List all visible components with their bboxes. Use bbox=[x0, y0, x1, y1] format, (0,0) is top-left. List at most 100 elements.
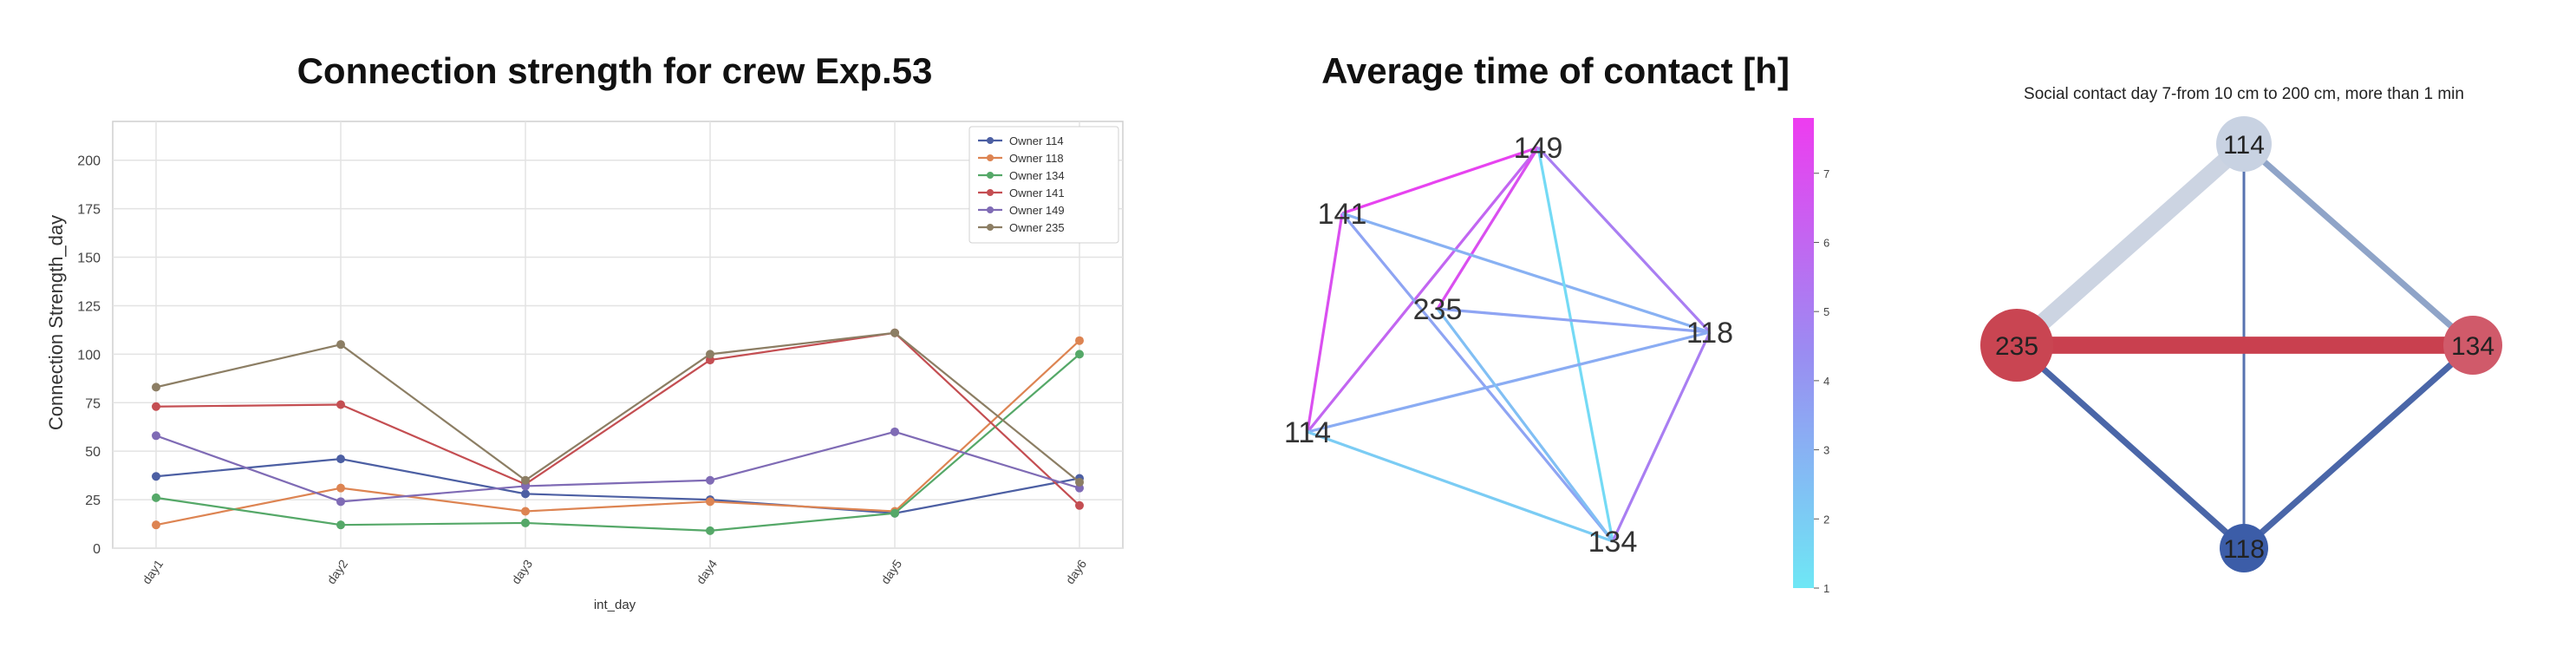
social-node bbox=[2443, 316, 2502, 375]
series-line bbox=[155, 430, 1080, 503]
data-point bbox=[521, 507, 530, 516]
data-point bbox=[1075, 336, 1084, 345]
social-network-panel: Social contact day 7-from 10 cm to 200 c… bbox=[1925, 0, 2576, 663]
x-tick-label: day6 bbox=[1063, 557, 1090, 586]
y-tick-label: 50 bbox=[85, 445, 101, 460]
social-node-label: 235 bbox=[1995, 332, 2038, 361]
network-title: Average time of contact [h] bbox=[1321, 50, 1790, 91]
legend-marker bbox=[987, 224, 994, 231]
data-point bbox=[336, 340, 345, 350]
x-tick-label: day5 bbox=[878, 557, 905, 586]
network-edge bbox=[1536, 146, 1712, 334]
legend-marker bbox=[987, 189, 994, 196]
y-tick-label: 200 bbox=[77, 154, 101, 169]
network-edge bbox=[1341, 212, 1711, 334]
network-edge bbox=[1341, 146, 1539, 215]
network-edge bbox=[1306, 146, 1540, 434]
legend-marker bbox=[987, 137, 994, 144]
colorbar-tick-label: 4 bbox=[1823, 375, 1829, 388]
data-point bbox=[521, 518, 530, 527]
series-line bbox=[155, 331, 1080, 483]
network-edge bbox=[1307, 430, 1614, 543]
network-edge bbox=[1340, 212, 1614, 543]
y-tick-label: 25 bbox=[85, 494, 101, 508]
legend-marker bbox=[987, 206, 994, 213]
line-chart-title: Connection strength for crew Exp.53 bbox=[297, 50, 933, 91]
data-point bbox=[152, 383, 160, 392]
colorbar-tick-label: 6 bbox=[1823, 236, 1829, 249]
data-point bbox=[1075, 350, 1084, 359]
series-line bbox=[155, 331, 1080, 507]
series-line bbox=[155, 353, 1080, 532]
social-edge bbox=[2008, 135, 2253, 354]
legend-marker bbox=[987, 172, 994, 179]
legend-box bbox=[968, 126, 1119, 244]
social-edge bbox=[2240, 342, 2476, 552]
colorbar-tick-label: 5 bbox=[1823, 305, 1829, 318]
network-node-label: 134 bbox=[1588, 526, 1638, 559]
colorbar-tick-label: 3 bbox=[1823, 444, 1829, 457]
social-node bbox=[1980, 309, 2053, 382]
social-network-title: Social contact day 7-from 10 cm to 200 c… bbox=[2024, 85, 2464, 103]
data-point bbox=[706, 526, 714, 535]
y-tick-label: 0 bbox=[93, 542, 101, 557]
network-edge bbox=[1611, 331, 1712, 542]
y-tick-label: 100 bbox=[77, 348, 101, 363]
data-point bbox=[521, 489, 530, 499]
data-point bbox=[706, 475, 714, 485]
data-point bbox=[706, 350, 714, 359]
legend-marker bbox=[987, 154, 994, 161]
colorbar-tick-label: 1 bbox=[1823, 582, 1829, 595]
legend-label: Owner 149 bbox=[1009, 204, 1065, 217]
line-chart-svg: Connection strength for crew Exp.53 Conn… bbox=[45, 50, 1124, 612]
legend-label: Owner 235 bbox=[1009, 221, 1065, 234]
network-edge bbox=[1436, 147, 1540, 310]
x-tick-label: day4 bbox=[694, 557, 721, 586]
x-tick-label: day1 bbox=[140, 557, 166, 586]
data-point bbox=[336, 483, 345, 493]
legend-label: Owner 118 bbox=[1009, 152, 1064, 165]
y-tick-label: 125 bbox=[77, 299, 101, 314]
network-edge bbox=[1436, 308, 1614, 542]
y-tick-label: 150 bbox=[77, 252, 101, 266]
social-edge bbox=[2013, 342, 2247, 552]
network-edge bbox=[1306, 213, 1344, 433]
data-point bbox=[1075, 500, 1084, 510]
y-axis-label: Connection Strength_day bbox=[45, 215, 67, 430]
data-point bbox=[336, 454, 345, 464]
data-point bbox=[890, 508, 899, 518]
data-point bbox=[152, 493, 160, 502]
social-node bbox=[2220, 524, 2268, 572]
network-node-label: 114 bbox=[1284, 416, 1331, 449]
network-node-label: 149 bbox=[1514, 132, 1563, 165]
series-line bbox=[155, 339, 1080, 526]
series-line bbox=[155, 458, 1080, 514]
social-node-label: 134 bbox=[2451, 332, 2494, 361]
network-edge bbox=[1437, 307, 1711, 334]
data-point bbox=[706, 497, 714, 507]
y-tick-label: 75 bbox=[85, 396, 101, 411]
social-edge bbox=[2240, 141, 2476, 349]
network-edge bbox=[1536, 147, 1614, 542]
network-node-label: 235 bbox=[1413, 293, 1463, 326]
legend-label: Owner 134 bbox=[1009, 169, 1065, 182]
data-point bbox=[152, 472, 160, 481]
social-node-label: 114 bbox=[2223, 131, 2265, 160]
network-edge bbox=[1307, 330, 1711, 434]
x-tick-label: day3 bbox=[509, 557, 536, 586]
colorbar bbox=[1793, 118, 1814, 588]
contact-network-panel: Average time of contact [h] 149 141 235 118… bbox=[1145, 0, 1925, 663]
x-tick-label: day2 bbox=[324, 557, 351, 586]
contact-network-svg: Average time of contact [h] 149141235118… bbox=[1284, 50, 1829, 595]
data-point bbox=[1075, 477, 1084, 487]
data-point bbox=[152, 402, 160, 411]
colorbar-tick-label: 2 bbox=[1823, 513, 1829, 526]
data-point bbox=[521, 475, 530, 485]
social-node bbox=[2216, 116, 2272, 172]
data-point bbox=[890, 427, 899, 436]
social-network-svg: Social contact day 7-from 10 cm to 200 c… bbox=[1980, 85, 2502, 572]
y-tick-label: 175 bbox=[77, 203, 101, 218]
plot-area bbox=[112, 121, 1124, 549]
data-point bbox=[336, 520, 345, 530]
colorbar-tick-label: 7 bbox=[1823, 167, 1829, 180]
